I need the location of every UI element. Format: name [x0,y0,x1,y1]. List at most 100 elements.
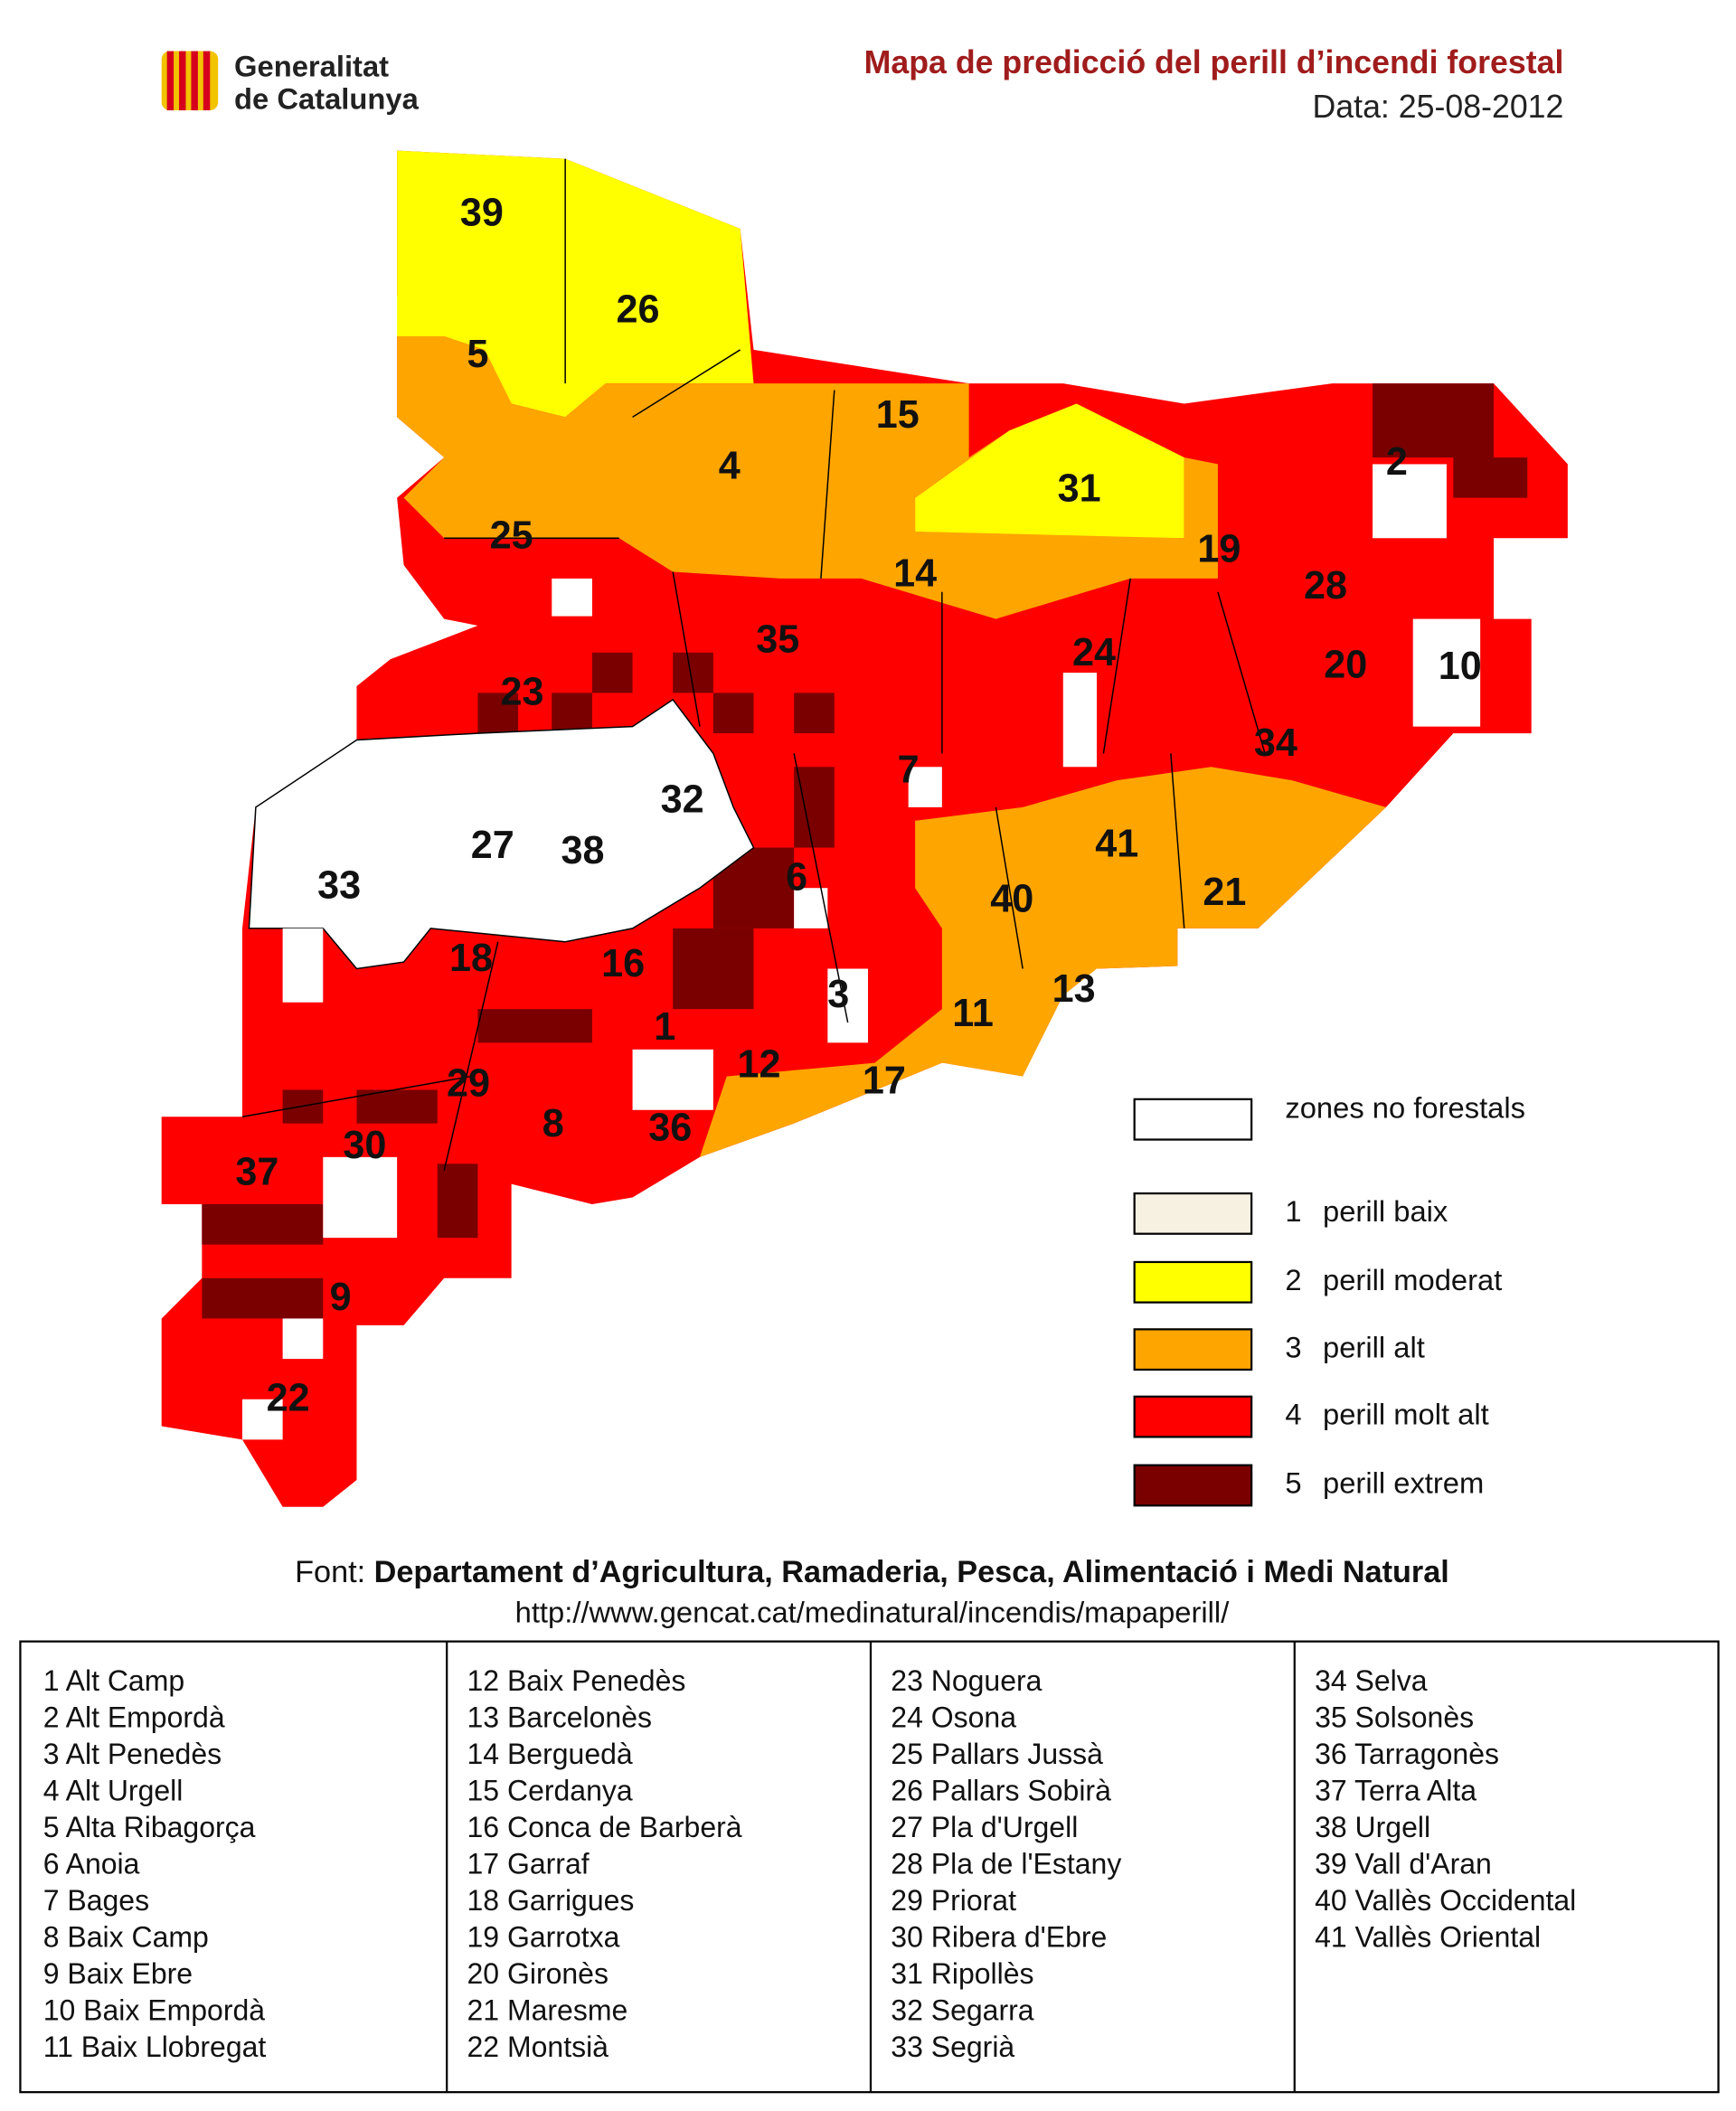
table-cell: 8 Baix Camp [43,1921,209,1954]
comarca-label: 7 [898,749,920,792]
table-cell: 32 Segarra [891,1994,1033,2027]
comarca-label: 20 [1324,644,1367,687]
table-cell: 19 Garrotxa [467,1921,620,1954]
organization: de Catalunya [234,81,420,115]
map-date: Data: 25-08-2012 [1313,89,1564,125]
table-cell: 6 Anoia [43,1848,140,1880]
comarca-label: 40 [990,878,1033,921]
source-prefix: Font: [295,1555,365,1589]
comarca-label: 33 [317,864,361,908]
comarca-label: 1 [654,1005,675,1049]
comarca-label: 41 [1095,822,1138,865]
comarca-label: 25 [490,514,533,558]
comarca-label: 2 [1386,440,1408,484]
table-cell: 18 Garrigues [467,1884,635,1917]
table-cell: 1 Alt Camp [43,1664,184,1697]
table-cell: 28 Pla de l'Estany [891,1848,1121,1880]
table-cell: 2 Alt Empordà [43,1701,225,1734]
comarca-label: 18 [449,937,493,980]
legend-label: perill alt [1323,1330,1425,1363]
legend-label: perill baix [1323,1194,1448,1228]
table-cell: 33 Segrià [891,2031,1014,2063]
comarca-label: 15 [876,393,920,437]
source-url: http://www.gencat.cat/medinatural/incend… [515,1596,1231,1629]
table-cell: 41 Vallès Oriental [1315,1921,1541,1954]
comarca-label: 28 [1304,564,1347,608]
table-cell: 9 Baix Ebre [43,1957,193,1990]
comarca-label: 39 [460,192,504,235]
organization: Generalitat [234,50,389,83]
region-orange [397,336,1386,1157]
table-cell: 14 Berguedà [467,1738,633,1770]
region-yellow [397,150,1184,539]
comarca-label: 29 [447,1061,490,1105]
comarca-label: 13 [1052,967,1096,1011]
table-cell: 12 Baix Penedès [467,1664,686,1697]
legend-label: perill moderat [1323,1263,1502,1296]
comarca-label: 16 [601,942,645,985]
comarca-label: 19 [1197,528,1241,571]
comarca-label: 14 [893,551,937,595]
table-cell: 10 Baix Empordà [43,1994,266,2027]
region-extreme [202,383,1528,1319]
table-cell: 13 Barcelonès [467,1701,652,1734]
comarca-label: 12 [737,1043,780,1087]
comarca-label: 3 [827,973,849,1016]
table-cell: 34 Selva [1315,1664,1428,1697]
source-name: Departament d’Agricultura, Ramaderia, Pe… [374,1555,1449,1589]
comarca-label: 38 [561,829,604,872]
legend-label: zones no forestals [1285,1090,1525,1124]
table-cell: 17 Garraf [467,1848,590,1880]
table-cell: 27 Pla d'Urgell [891,1811,1078,1843]
comarca-label: 5 [467,333,488,376]
legend-key: 5 [1285,1466,1301,1500]
table-cell: 38 Urgell [1315,1811,1430,1843]
source: Font: Departament d’Agricultura, Ramader… [295,1555,1449,1589]
map-title: Mapa de predicció del perill d’incendi f… [864,44,1564,80]
comarca-label: 22 [267,1377,310,1420]
comarca-label: 26 [617,288,660,332]
zones-no-forestals [248,698,755,970]
table-cell: 25 Pallars Jussà [891,1738,1103,1770]
comarca-label: 34 [1254,721,1297,765]
legend-swatch [1133,1464,1253,1507]
legend-swatch [1133,1395,1253,1438]
legend-label: perill molt alt [1323,1398,1489,1431]
table-cell: 20 Gironès [467,1957,609,1990]
comarca-label: 32 [661,777,704,821]
table-cell: 35 Solsonès [1315,1701,1474,1734]
zones-no-forestals [241,464,1481,1440]
comarca-label: 35 [756,617,799,661]
legend-swatch [1133,1260,1253,1304]
legend-swatch [1133,1192,1253,1235]
comarca-label: 6 [786,856,807,900]
comarca-label: 27 [471,824,514,867]
boundaries [241,158,1266,1171]
legend-key: 1 [1285,1194,1301,1228]
legend-key: 2 [1285,1263,1301,1296]
table-cell: 31 Ripollès [891,1957,1033,1990]
comarca-label: 23 [501,670,544,713]
table-cell: 36 Tarragonès [1315,1738,1499,1770]
table-cell: 4 Alt Urgell [43,1775,184,1807]
comarca-label: 17 [863,1059,906,1102]
table-cell: 24 Osona [891,1701,1016,1734]
table-cell: 3 Alt Penedès [43,1738,222,1770]
comarca-label: 31 [1058,467,1101,511]
table-cell: 39 Vall d'Aran [1315,1848,1492,1880]
table-cell: 26 Pallars Sobirà [891,1775,1111,1807]
table-cell: 22 Montsià [467,2031,609,2063]
table-cell: 15 Cerdanya [467,1775,633,1807]
legend-swatch [1133,1328,1253,1371]
table-cell: 30 Ribera d'Ebre [891,1921,1107,1954]
table-cell: 16 Conca de Barberà [467,1811,742,1843]
comarca-label: 9 [330,1276,352,1319]
comarca-label: 8 [542,1102,564,1145]
comarca-label: 21 [1203,871,1246,914]
legend-key: 3 [1285,1330,1301,1363]
table-cell: 29 Priorat [891,1884,1016,1917]
table-cell: 5 Alta Ribagorça [43,1811,256,1843]
